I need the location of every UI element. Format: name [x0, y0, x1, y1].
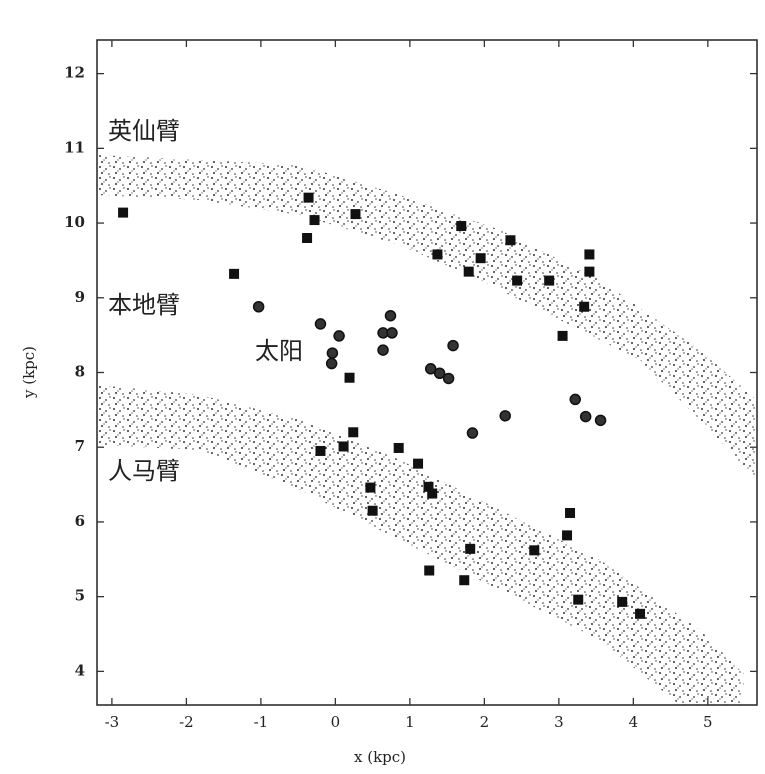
annotation: 人马臂 [108, 457, 180, 485]
circle-marker [579, 410, 592, 423]
square-marker [456, 221, 467, 232]
y-tick-label: 5 [75, 587, 85, 605]
circle-marker [499, 410, 511, 422]
square-marker [573, 594, 584, 605]
circle-marker [466, 427, 479, 439]
circle-marker [433, 367, 446, 379]
x-tick-label: -1 [254, 713, 269, 731]
square-marker [348, 427, 359, 438]
square-marker [562, 530, 573, 541]
circle-marker [326, 347, 339, 359]
square-marker [544, 275, 555, 286]
square-marker [365, 482, 376, 493]
square-marker [344, 372, 355, 383]
square-marker [424, 565, 435, 576]
square-marker [303, 192, 314, 203]
y-tick-label: 11 [64, 138, 85, 156]
square-marker [459, 575, 470, 586]
y-tick-label: 6 [75, 512, 85, 530]
y-tick-label: 12 [64, 64, 85, 82]
x-tick-label: 5 [703, 713, 713, 731]
x-tick-label: -3 [105, 713, 120, 731]
x-tick-label: -2 [179, 713, 194, 731]
circle-marker [442, 372, 455, 385]
square-marker [350, 209, 361, 220]
square-marker [432, 249, 443, 260]
square-marker [475, 253, 486, 264]
annotation: 太阳 [255, 337, 303, 365]
circle-marker [384, 309, 397, 322]
circle-marker [447, 339, 459, 352]
circle-marker [594, 414, 607, 427]
arm-band [97, 155, 757, 480]
y-tick-label: 10 [64, 213, 85, 231]
x-tick-label: 1 [405, 713, 415, 731]
square-marker [617, 596, 628, 607]
square-marker [557, 330, 568, 341]
square-marker [393, 442, 404, 453]
y-tick-label: 8 [75, 363, 85, 381]
x-tick-label: 4 [629, 713, 639, 731]
annotation: 英仙臂 [108, 117, 180, 145]
arm-band [97, 385, 745, 705]
square-marker [512, 275, 523, 286]
square-marker [118, 207, 129, 218]
square-marker [367, 505, 378, 516]
y-tick-label: 9 [75, 288, 85, 306]
y-tick-label: 7 [75, 437, 85, 455]
x-axis-label: x (kpc) [354, 748, 406, 766]
x-tick-label: 3 [554, 713, 564, 731]
annotation: 本地臂 [108, 291, 180, 319]
square-marker [309, 215, 320, 226]
square-marker [315, 445, 326, 456]
square-marker [465, 543, 476, 554]
square-marker [229, 268, 240, 279]
y-axis-label: y (kpc) [20, 346, 38, 399]
circle-marker [386, 327, 398, 339]
circle-marker [252, 300, 265, 313]
square-marker [427, 488, 438, 499]
square-marker [565, 507, 576, 518]
square-marker [423, 481, 434, 492]
square-marker [529, 545, 540, 556]
square-marker [338, 441, 349, 452]
square-marker [413, 458, 424, 469]
x-tick-label: 0 [331, 713, 341, 731]
square-marker [463, 266, 474, 277]
circle-marker [325, 357, 338, 370]
circle-marker [377, 344, 389, 356]
circle-marker [424, 363, 437, 375]
square-marker [635, 608, 646, 619]
square-marker [584, 249, 595, 260]
x-tick-label: 2 [480, 713, 490, 731]
y-tick-label: 4 [75, 661, 85, 679]
square-marker [505, 235, 516, 246]
square-marker [579, 301, 590, 312]
circle-marker [569, 393, 581, 406]
square-marker [584, 266, 595, 277]
circle-marker [333, 330, 345, 342]
circle-marker [314, 318, 327, 330]
square-marker [302, 233, 313, 244]
